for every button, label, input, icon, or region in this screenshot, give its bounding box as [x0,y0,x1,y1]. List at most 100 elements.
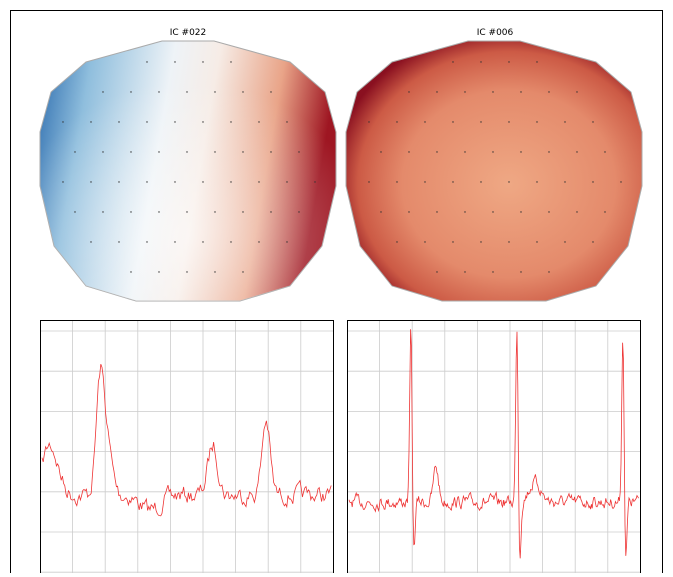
electrode [492,211,494,213]
electrode [102,211,104,213]
electrode [396,121,398,123]
grid [40,321,333,573]
electrode [592,121,594,123]
electrode [492,271,494,273]
electrode [214,151,216,153]
electrode [492,151,494,153]
electrode [548,211,550,213]
electrode [452,241,454,243]
electrode [258,241,260,243]
electrode [62,121,64,123]
electrode [130,151,132,153]
electrode [174,241,176,243]
electrode [230,121,232,123]
electrode [508,121,510,123]
electrode [230,61,232,63]
electrode [174,181,176,183]
electrode [520,151,522,153]
electrode [242,271,244,273]
electrode [592,241,594,243]
electrode [452,121,454,123]
electrode [592,181,594,183]
electrode [174,61,176,63]
electrode [536,61,538,63]
electrode [452,61,454,63]
electrode [158,151,160,153]
electrode [242,91,244,93]
electrode [368,181,370,183]
electrode [480,181,482,183]
electrode [186,271,188,273]
electrode [90,241,92,243]
electrode [158,211,160,213]
electrode [576,151,578,153]
electrode [158,91,160,93]
electrode [424,241,426,243]
electrode [214,91,216,93]
panel-title: IC #022 [170,28,207,38]
panel-title: IC #006 [477,28,514,38]
electrode [424,121,426,123]
electrode [508,181,510,183]
electrode [102,91,104,93]
electrode [520,271,522,273]
electrode [408,211,410,213]
electrode [548,271,550,273]
electrode [146,121,148,123]
electrode [464,151,466,153]
electrode [548,151,550,153]
axes-frame [40,320,334,577]
electrode [102,151,104,153]
electrode [242,151,244,153]
electrode [536,181,538,183]
electrode [464,271,466,273]
electrode [314,181,316,183]
electrode [130,211,132,213]
electrode [436,271,438,273]
electrode [214,271,216,273]
trace [348,329,639,559]
electrode [202,241,204,243]
electrode [536,121,538,123]
topomap [39,40,337,302]
electrode [298,211,300,213]
electrode [396,181,398,183]
electrode [74,211,76,213]
electrode [480,61,482,63]
electrode [74,151,76,153]
electrode [258,121,260,123]
electrode [242,211,244,213]
electrode [408,151,410,153]
electrode [130,271,132,273]
electrode [286,121,288,123]
electrode [90,181,92,183]
frame [10,10,663,577]
electrode [186,211,188,213]
electrode [158,271,160,273]
electrode [508,61,510,63]
axes-frame [347,320,641,577]
electrode [508,241,510,243]
electrode [408,91,410,93]
electrode [286,241,288,243]
topomap [345,40,643,302]
electrode [520,91,522,93]
electrode [286,181,288,183]
electrode [436,91,438,93]
electrode [118,121,120,123]
electrodes [62,61,622,273]
electrode [480,241,482,243]
electrode [230,181,232,183]
electrode [424,181,426,183]
electrode [436,211,438,213]
electrode [62,181,64,183]
electrode [214,211,216,213]
electrode [464,211,466,213]
electrode [118,181,120,183]
grid [347,321,640,573]
electrode [604,151,606,153]
electrode [270,151,272,153]
electrode [202,181,204,183]
